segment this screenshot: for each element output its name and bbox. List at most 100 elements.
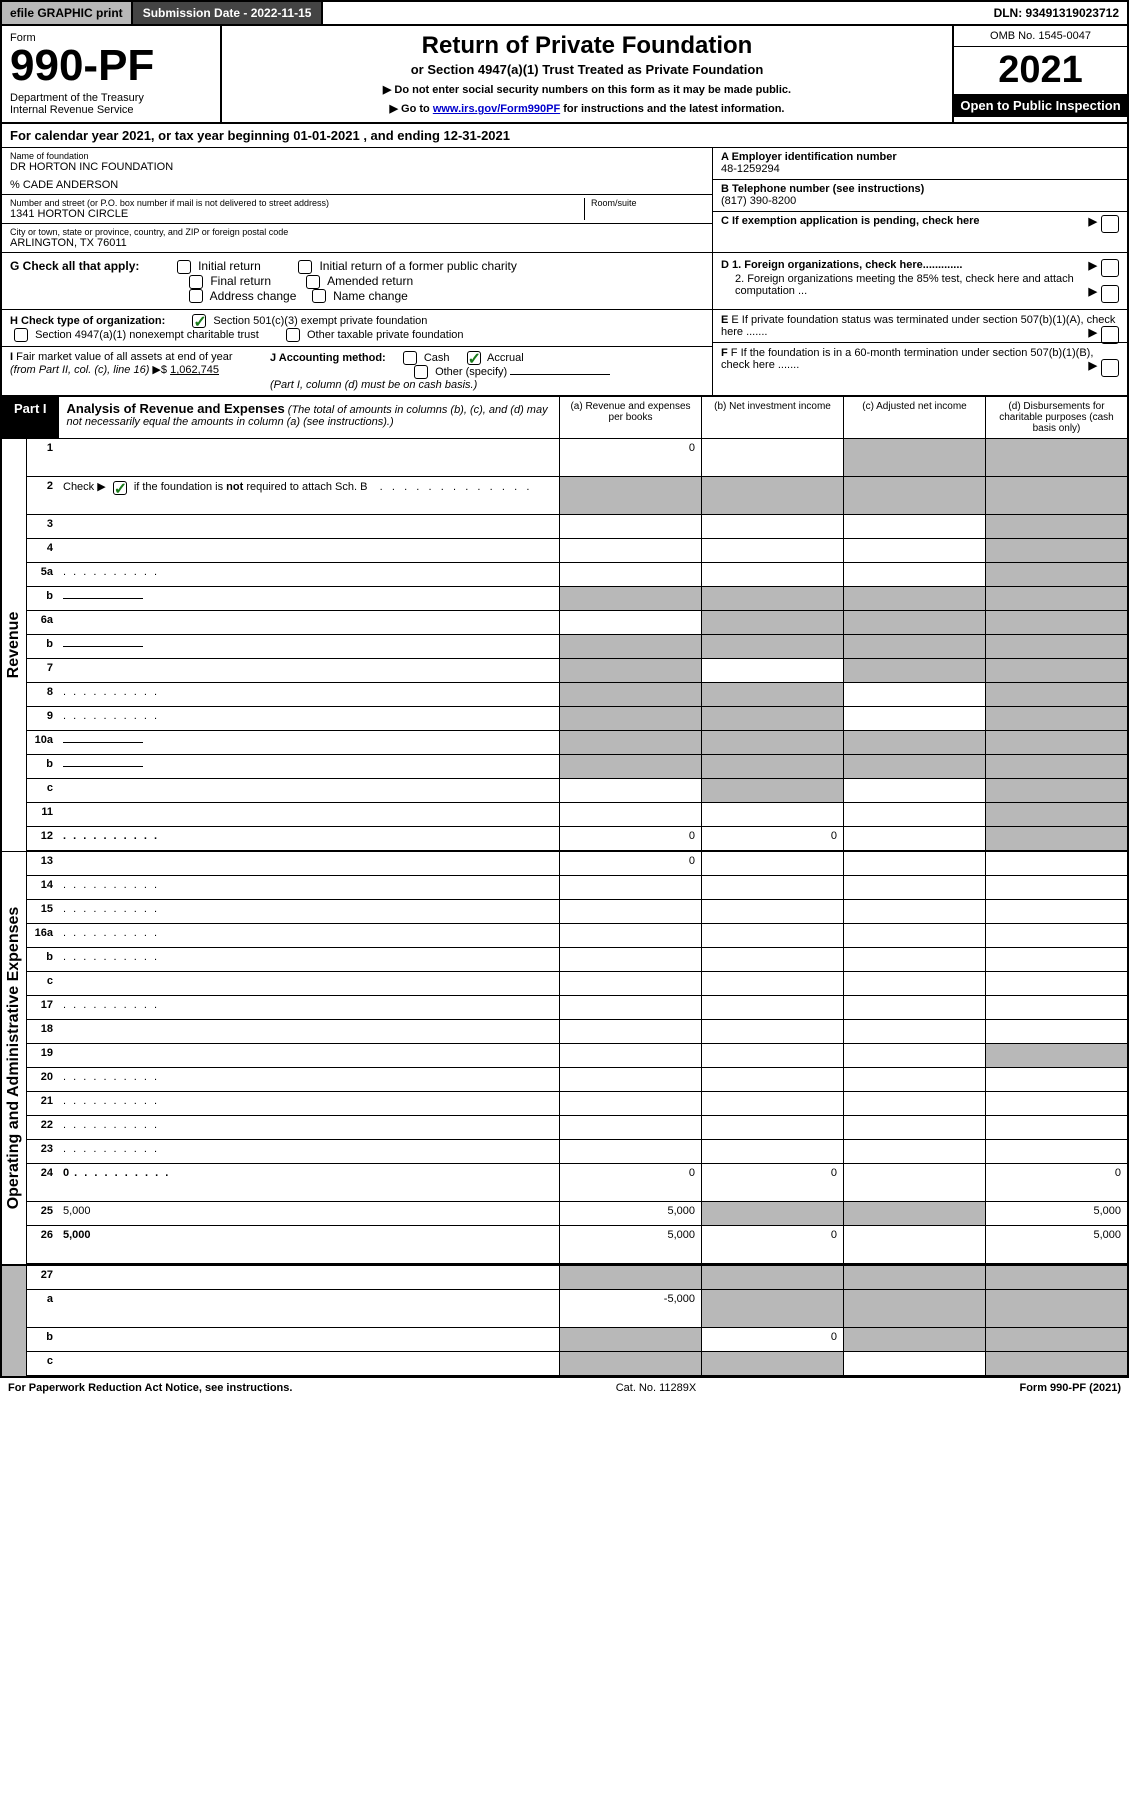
amended-checkbox[interactable]	[306, 275, 320, 289]
line-number: b	[27, 1328, 59, 1351]
arrow-icon: ▶	[1089, 326, 1097, 339]
accrual-checkbox[interactable]	[467, 351, 481, 365]
efile-print-button[interactable]: efile GRAPHIC print	[2, 2, 133, 24]
col-d-header: (d) Disbursements for charitable purpose…	[985, 397, 1127, 438]
col-c-cell	[843, 852, 985, 875]
exemption-checkbox[interactable]	[1101, 215, 1119, 233]
4947-checkbox[interactable]	[14, 328, 28, 342]
f-checkbox[interactable]	[1101, 359, 1119, 377]
col-b-cell	[701, 707, 843, 730]
d2-checkbox[interactable]	[1101, 285, 1119, 303]
table-row: 3	[27, 515, 1127, 539]
col-a-cell	[559, 1140, 701, 1163]
col-d-cell	[985, 1044, 1127, 1067]
col-c-cell	[843, 972, 985, 995]
table-row: 265,0005,00005,000	[27, 1226, 1127, 1264]
schb-checkbox[interactable]	[113, 481, 127, 495]
line-description	[59, 683, 559, 706]
col-c-cell	[843, 1352, 985, 1375]
line-number: 21	[27, 1092, 59, 1115]
e-label: E If private foundation status was termi…	[721, 314, 1115, 338]
line-description	[59, 852, 559, 875]
col-b-cell	[701, 1020, 843, 1043]
section-i-j: I Fair market value of all assets at end…	[2, 347, 712, 395]
expenses-section: Operating and Administrative Expenses 13…	[2, 851, 1127, 1264]
table-row: b	[27, 948, 1127, 972]
header-left: Form 990-PF Department of the Treasury I…	[2, 26, 222, 122]
table-row: 21	[27, 1092, 1127, 1116]
col-a-cell	[559, 731, 701, 754]
col-d-cell	[985, 587, 1127, 610]
expense-rows: 130141516abc17181920212223240000255,0005…	[27, 852, 1127, 1264]
instruction-1: ▶ Do not enter social security numbers o…	[232, 83, 942, 96]
cash-checkbox[interactable]	[403, 351, 417, 365]
line-number: 4	[27, 539, 59, 562]
ein-row: A Employer identification number 48-1259…	[713, 148, 1127, 180]
other-method-checkbox[interactable]	[414, 365, 428, 379]
final-rows: 27a-5,000b0c	[27, 1266, 1127, 1376]
section-d: D 1. Foreign organizations, check here..…	[712, 253, 1127, 309]
d1-checkbox[interactable]	[1101, 259, 1119, 277]
line-description	[59, 779, 559, 802]
col-d-cell	[985, 707, 1127, 730]
col-d-cell	[985, 659, 1127, 682]
col-b-cell	[701, 924, 843, 947]
col-a-cell	[559, 683, 701, 706]
col-a-cell	[559, 1020, 701, 1043]
final-return-checkbox[interactable]	[189, 275, 203, 289]
table-row: c	[27, 972, 1127, 996]
table-row: 10	[27, 439, 1127, 477]
col-a-cell: 0	[559, 439, 701, 476]
col-c-cell	[843, 1328, 985, 1351]
h-opt3: Other taxable private foundation	[307, 329, 464, 341]
j-note: (Part I, column (d) must be on cash basi…	[270, 379, 477, 391]
page-footer: For Paperwork Reduction Act Notice, see …	[0, 1378, 1129, 1398]
col-d-cell	[985, 1068, 1127, 1091]
501c3-checkbox[interactable]	[192, 314, 206, 328]
dln: DLN: 93491319023712	[986, 2, 1127, 24]
table-row: 255,0005,0005,000	[27, 1202, 1127, 1226]
col-d-cell	[985, 1352, 1127, 1375]
arrow-icon: ▶	[1089, 359, 1097, 372]
name-change-checkbox[interactable]	[312, 289, 326, 303]
line-number: 13	[27, 852, 59, 875]
line-description	[59, 515, 559, 538]
col-c-cell	[843, 1266, 985, 1289]
address-change-checkbox[interactable]	[189, 289, 203, 303]
col-b-cell	[701, 1044, 843, 1067]
col-b-cell	[701, 803, 843, 826]
col-a-cell	[559, 1328, 701, 1351]
col-a-cell: 0	[559, 827, 701, 850]
table-row: 10a	[27, 731, 1127, 755]
initial-former-checkbox[interactable]	[298, 260, 312, 274]
table-row: 5a	[27, 563, 1127, 587]
col-d-cell	[985, 731, 1127, 754]
f-label: F If the foundation is in a 60-month ter…	[721, 347, 1093, 371]
line-description	[59, 611, 559, 634]
col-d-cell	[985, 1290, 1127, 1327]
care-of: % CADE ANDERSON	[10, 179, 704, 191]
initial-return-checkbox[interactable]	[177, 260, 191, 274]
line-description	[59, 635, 559, 658]
other-taxable-checkbox[interactable]	[286, 328, 300, 342]
col-a-cell	[559, 996, 701, 1019]
col-b-cell: 0	[701, 827, 843, 850]
section-g-d: G Check all that apply: Initial return I…	[2, 253, 1127, 310]
table-row: 27	[27, 1266, 1127, 1290]
irs-link[interactable]: www.irs.gov/Form990PF	[433, 103, 560, 115]
col-a-cell	[559, 900, 701, 923]
e-checkbox[interactable]	[1101, 326, 1119, 344]
col-b-cell	[701, 659, 843, 682]
line-number: 5a	[27, 563, 59, 586]
col-c-cell	[843, 635, 985, 658]
col-c-cell	[843, 731, 985, 754]
section-g: G Check all that apply: Initial return I…	[2, 253, 712, 309]
col-d-cell	[985, 1092, 1127, 1115]
col-b-cell	[701, 611, 843, 634]
col-a-cell	[559, 477, 701, 514]
line-description	[59, 563, 559, 586]
line-number: 9	[27, 707, 59, 730]
line-description	[59, 1328, 559, 1351]
col-b-cell	[701, 731, 843, 754]
col-d-cell	[985, 1328, 1127, 1351]
